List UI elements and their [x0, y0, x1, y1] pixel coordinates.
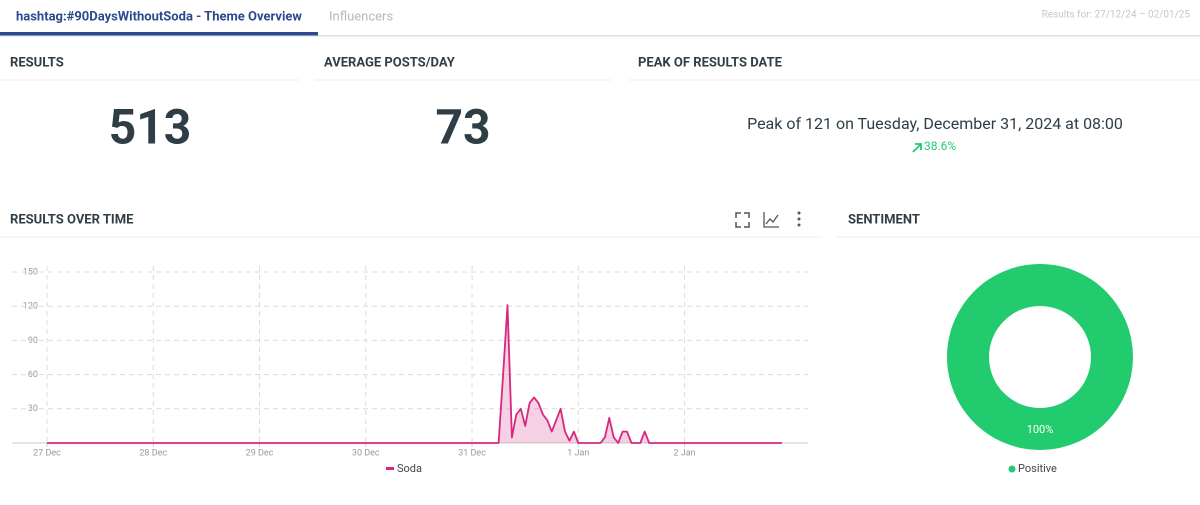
menu-button[interactable] — [797, 211, 801, 227]
chart-title: SENTIMENT — [848, 212, 920, 227]
x-tick-label: 31 Dec — [458, 448, 486, 458]
fullscreen-button[interactable] — [735, 212, 750, 228]
card-value: 73 — [435, 99, 490, 156]
up-arrow — [912, 143, 922, 153]
x-tick-label: 1 Jan — [567, 448, 589, 458]
card-value: 513 — [109, 99, 192, 156]
tab-bar-line — [0, 35, 1200, 37]
peak-text: Peak of 121 on Tuesday, December 31, 202… — [747, 114, 1123, 133]
series-line — [47, 304, 782, 444]
pie-slice — [947, 264, 1133, 450]
legend-label: Soda — [397, 462, 422, 475]
tab-active[interactable]: hashtag:#90DaysWithoutSoda - Theme Overv… — [16, 9, 302, 24]
legend-swatch — [386, 467, 394, 470]
legend-label: Positive — [1018, 462, 1057, 475]
date-range: Results for: 27/12/24 – 02/01/25 — [1042, 9, 1191, 21]
peak-change: 38.6% — [924, 139, 956, 153]
x-tick-label: 28 Dec — [139, 448, 167, 458]
x-tick-label: 29 Dec — [246, 448, 274, 458]
card-title: RESULTS — [10, 55, 64, 70]
tab-underline — [0, 32, 318, 36]
chart-type-button[interactable] — [763, 212, 779, 228]
x-tick-label: 30 Dec — [352, 448, 380, 458]
legend-dot — [1008, 465, 1016, 473]
x-tick-label: 27 Dec — [33, 448, 61, 458]
tab[interactable]: Influencers — [329, 9, 393, 24]
card-title: PEAK OF RESULTS DATE — [638, 55, 783, 70]
chart-title: RESULTS OVER TIME — [10, 212, 134, 227]
card-title: AVERAGE POSTS/DAY — [324, 55, 456, 70]
x-tick-label: 2 Jan — [674, 448, 696, 458]
slice-label: 100% — [1027, 423, 1054, 436]
